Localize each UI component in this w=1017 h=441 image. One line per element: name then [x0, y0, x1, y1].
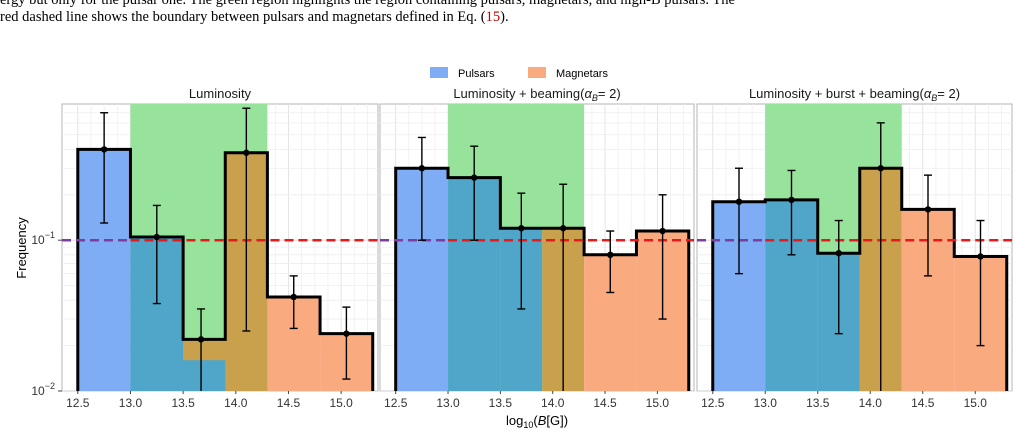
y-tick-label: 10−2 — [31, 381, 55, 398]
legend-swatch-pulsars — [430, 67, 448, 78]
data-point — [518, 225, 525, 232]
histogram-outline — [394, 166, 691, 391]
x-tick-label: 15.0 — [964, 396, 988, 410]
caption-line-2: red dashed line shows the boundary betwe… — [0, 9, 509, 25]
histogram-outline — [711, 166, 1009, 391]
x-tick-label: 14.5 — [277, 396, 301, 410]
panel-title: Luminosity + beaming(αB= 2) — [453, 86, 620, 103]
x-tick-label: 14.5 — [593, 396, 617, 410]
histogram-bar-magnetar-part — [183, 339, 226, 361]
legend-label-pulsars: Pulsars — [458, 68, 495, 80]
data-point — [735, 198, 743, 205]
x-tick-label: 12.5 — [384, 396, 408, 410]
x-tick-label: 15.0 — [646, 396, 670, 410]
x-tick-label: 12.5 — [66, 396, 90, 410]
x-tick-label: 13.5 — [171, 396, 195, 410]
data-point — [607, 251, 614, 259]
panel-1: 12.5 13.0 13.5 14.0 14.5 15.0 Luminosity — [61, 86, 379, 410]
x-tick-label: 15.0 — [329, 396, 353, 410]
x-tick-label: 14.0 — [224, 396, 248, 410]
x-tick-label: 13.0 — [754, 396, 778, 410]
panel-2: 12.5 13.0 13.5 14.0 14.5 15.0 Luminosity + bea… — [379, 86, 695, 410]
x-tick-label: 12.5 — [701, 396, 725, 410]
histogram-bar-pulsar-part — [183, 360, 226, 391]
panel-title: Luminosity + burst + beaming(αB= 2) — [749, 86, 960, 103]
x-tick-label: 13.5 — [489, 396, 513, 410]
caption-line-2-end: ). — [500, 9, 509, 25]
x-tick-label: 13.0 — [436, 396, 460, 410]
data-point — [290, 293, 297, 301]
caption-line-1: ergy but only for the pulsar one. The gr… — [0, 0, 735, 8]
x-tick-label: 13.0 — [119, 396, 143, 410]
legend-swatch-magnetars — [528, 67, 546, 78]
data-point — [471, 174, 478, 181]
x-tick-label: 13.5 — [806, 396, 830, 410]
data-point — [197, 336, 205, 343]
y-tick-label: 10−1 — [31, 230, 55, 247]
data-point — [153, 233, 160, 241]
data-point — [559, 225, 567, 232]
panel-title: Luminosity — [189, 86, 252, 101]
data-point — [877, 165, 884, 172]
x-tick-label: 14.0 — [859, 396, 883, 410]
x-tick-label: 14.0 — [541, 396, 565, 410]
x-tick-label: 14.5 — [911, 396, 935, 410]
legend-label-magnetars: Magnetars — [556, 68, 608, 80]
data-point — [418, 165, 426, 172]
caption-line-2-text: red dashed line shows the boundary betwe… — [0, 9, 486, 25]
y-axis-label: Frequency — [14, 217, 29, 279]
equation-reference-link[interactable]: 15 — [485, 9, 501, 25]
data-point — [659, 227, 666, 235]
data-point — [100, 146, 108, 153]
data-point — [788, 196, 795, 204]
data-point — [835, 249, 842, 257]
data-point — [977, 253, 984, 260]
data-point — [343, 330, 350, 337]
data-point — [243, 149, 250, 156]
panel-3: 12.5 13.0 13.5 14.0 14.5 15.0 Luminosity + bur… — [696, 86, 1013, 410]
x-axis-label: log10(B[G]) — [506, 413, 568, 430]
histogram-outline — [76, 147, 375, 391]
data-point — [924, 206, 932, 213]
